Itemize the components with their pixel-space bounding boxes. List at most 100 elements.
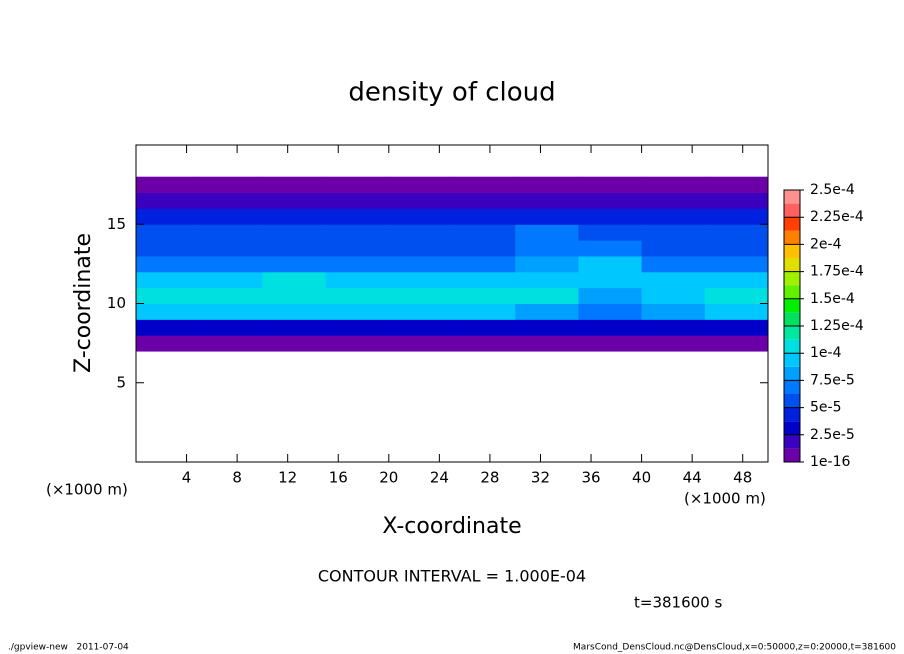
cell bbox=[515, 271, 579, 289]
cell bbox=[199, 208, 263, 225]
cell bbox=[262, 319, 327, 336]
x-tick-label: 48 bbox=[733, 469, 752, 487]
cell bbox=[388, 335, 453, 352]
cell bbox=[199, 319, 263, 336]
cell bbox=[578, 255, 643, 273]
cell bbox=[388, 255, 453, 273]
cell bbox=[325, 255, 390, 273]
cell bbox=[704, 192, 769, 209]
cell bbox=[388, 303, 453, 320]
colorbar-label: 1.5e-4 bbox=[810, 291, 855, 307]
colorbar-band bbox=[784, 258, 800, 272]
cell bbox=[325, 192, 390, 209]
cell bbox=[136, 255, 200, 273]
cell bbox=[452, 240, 516, 257]
cell bbox=[704, 255, 769, 273]
cell bbox=[641, 208, 706, 225]
cell bbox=[704, 224, 769, 241]
cell bbox=[641, 176, 706, 194]
footer-right: MarsCond_DensCloud.nc@DensCloud,x=0:5000… bbox=[573, 643, 896, 653]
colorbar-band bbox=[784, 230, 800, 245]
cell bbox=[325, 240, 390, 257]
contour-annotation: CONTOUR INTERVAL = 1.000E-04 bbox=[318, 567, 586, 586]
cell bbox=[199, 176, 263, 194]
cell bbox=[578, 224, 643, 241]
cell bbox=[262, 335, 327, 352]
cell bbox=[199, 255, 263, 273]
x-tick-label: 20 bbox=[379, 469, 398, 487]
colorbar-band bbox=[784, 298, 800, 313]
chart-title: density of cloud bbox=[348, 78, 555, 108]
cell bbox=[136, 335, 200, 352]
cell bbox=[578, 303, 643, 320]
y-axis-label: Z-coordinate bbox=[71, 233, 96, 373]
cell bbox=[199, 271, 263, 289]
colorbar-band bbox=[784, 407, 800, 422]
cell bbox=[388, 287, 453, 304]
cell bbox=[515, 192, 579, 209]
cell bbox=[325, 176, 390, 194]
cell bbox=[136, 271, 200, 289]
cell bbox=[136, 240, 200, 257]
colorbar-band bbox=[784, 394, 800, 408]
cell bbox=[704, 319, 769, 336]
x-axis-label: X-coordinate bbox=[382, 514, 521, 539]
cell bbox=[325, 287, 390, 304]
colorbar-band bbox=[784, 285, 800, 299]
cell bbox=[704, 287, 769, 304]
colorbar-label: 7.5e-5 bbox=[810, 372, 855, 388]
cell bbox=[262, 240, 327, 257]
colorbar-label: 1e-4 bbox=[810, 345, 842, 361]
cell bbox=[452, 287, 516, 304]
x-unit-label: (×1000 m) bbox=[684, 490, 766, 508]
cell bbox=[325, 271, 390, 289]
cell bbox=[452, 303, 516, 320]
colorbar-label: 2e-4 bbox=[810, 236, 842, 252]
cell bbox=[136, 208, 200, 225]
cell bbox=[388, 208, 453, 225]
cell bbox=[704, 240, 769, 257]
cell bbox=[452, 335, 516, 352]
cell bbox=[515, 303, 579, 320]
colorbar-label: 1e-16 bbox=[810, 454, 850, 470]
cell bbox=[262, 192, 327, 209]
cell bbox=[704, 303, 769, 320]
y-tick-label: 5 bbox=[116, 373, 126, 391]
colorbar-band bbox=[784, 339, 800, 354]
cell bbox=[325, 335, 390, 352]
cell bbox=[452, 224, 516, 241]
cell bbox=[388, 224, 453, 241]
cell bbox=[325, 319, 390, 336]
x-tick-label: 8 bbox=[232, 469, 242, 487]
colorbar-band bbox=[784, 312, 800, 326]
cell bbox=[452, 271, 516, 289]
colorbar-band bbox=[784, 448, 800, 462]
cell bbox=[199, 240, 263, 257]
cell bbox=[388, 176, 453, 194]
x-tick-label: 24 bbox=[430, 469, 449, 487]
cell bbox=[515, 240, 579, 257]
colorbar-band bbox=[784, 271, 800, 286]
cell bbox=[578, 287, 643, 304]
colorbar-label: 2.5e-5 bbox=[810, 427, 855, 443]
cell bbox=[641, 271, 706, 289]
colorbar-band bbox=[784, 434, 800, 449]
cell bbox=[262, 271, 327, 289]
cell bbox=[388, 240, 453, 257]
colorbar-band bbox=[784, 421, 800, 435]
x-tick-label: 32 bbox=[531, 469, 550, 487]
cell bbox=[325, 303, 390, 320]
colorbar-label: 1.75e-4 bbox=[810, 264, 864, 280]
footer-left: ./gpview-new 2011-07-04 bbox=[8, 643, 129, 653]
cell bbox=[262, 208, 327, 225]
time-label: t=381600 s bbox=[634, 594, 722, 612]
cell bbox=[515, 255, 579, 273]
colorbar-label: 2.25e-4 bbox=[810, 209, 864, 225]
y-unit-label: (×1000 m) bbox=[46, 481, 128, 499]
cell bbox=[199, 303, 263, 320]
cell bbox=[704, 208, 769, 225]
cell bbox=[578, 192, 643, 209]
cell bbox=[578, 176, 643, 194]
cell bbox=[515, 224, 579, 241]
colorbar-label: 2.5e-4 bbox=[810, 182, 855, 198]
